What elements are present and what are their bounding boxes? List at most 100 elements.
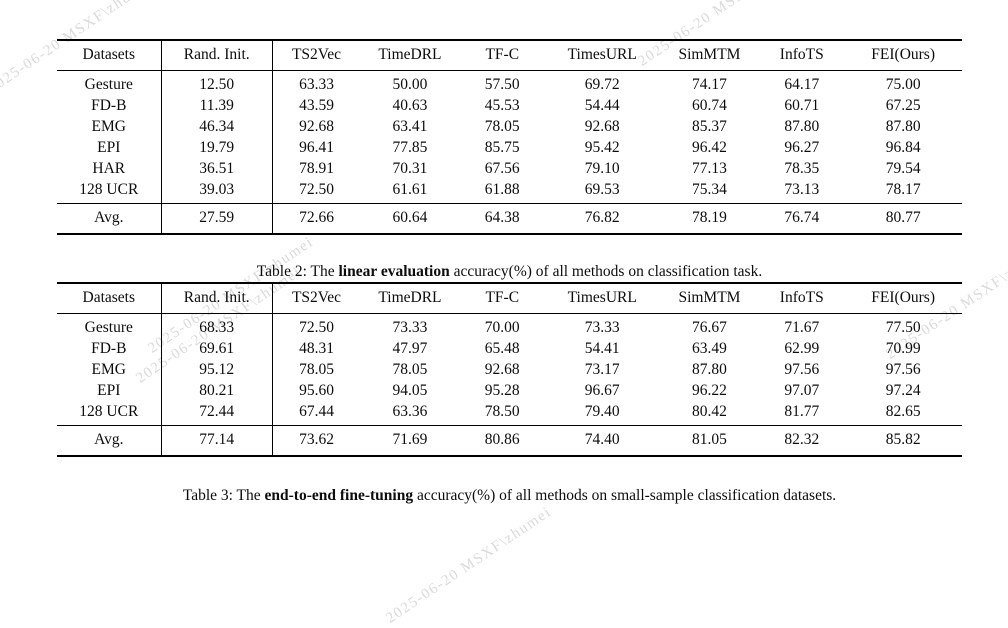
value-cell: 71.67	[784, 319, 820, 336]
caption-prefix: Table 2: The	[256, 263, 339, 280]
value-cell: 74.17	[692, 76, 727, 93]
data-row-128-ucr: 128 UCR 72.44 67.44 63.36 78.50 79.40 80.42 81.…	[57, 401, 962, 426]
value-cell: 67.44	[272, 401, 361, 426]
value-cell: 69.53	[544, 179, 660, 204]
column-header-infots: InfoTS	[759, 40, 845, 71]
value-cell: 61.88	[459, 179, 545, 204]
value-cell: 95.42	[584, 139, 620, 156]
value-cell: 54.44	[584, 97, 620, 114]
dataset-label-har: HAR	[57, 158, 162, 179]
value-cell: 11.39	[161, 95, 273, 116]
value-cell: 81.05	[692, 431, 727, 448]
value-cell: 78.35	[784, 160, 820, 177]
data-row-emg: EMG 95.12 78.05 78.05 92.68 73.17 87.80 97.56 97…	[57, 359, 962, 380]
value-cell: 80.21	[161, 380, 273, 401]
value-cell: 64.38	[484, 209, 520, 226]
caption-suffix: accuracy(%) of all methods on classifica…	[449, 263, 763, 280]
value-cell: 77.50	[885, 319, 921, 336]
value-cell: 97.56	[885, 361, 921, 378]
value-cell: 77.14	[161, 425, 273, 456]
value-cell: 61.61	[360, 179, 460, 204]
watermark-text: 2025-06-20 MSXF\zhumei	[383, 503, 555, 627]
value-cell: 63.41	[392, 118, 428, 135]
value-cell: 63.33	[299, 76, 334, 93]
data-row-epi: EPI 19.79 96.41 77.85 85.75 95.42 96.42 96.27 96…	[57, 137, 962, 158]
column-header-ts2vec: TS2Vec	[272, 283, 361, 314]
average-row: Avg. 27.59 72.66 60.64 64.38 76.82 78.19 76.74 8…	[57, 203, 962, 234]
value-cell: 78.50	[459, 401, 545, 426]
value-cell: 87.80	[692, 361, 727, 378]
value-cell: 96.41	[299, 139, 334, 156]
header-row: Datasets Rand. Init. TS2Vec TimeDRL TF-C Time…	[57, 283, 962, 314]
value-cell: 47.97	[392, 340, 428, 357]
value-cell: 40.63	[392, 97, 428, 114]
column-header-datasets: Datasets	[57, 40, 162, 71]
data-row-har: HAR 36.51 78.91 70.31 67.56 79.10 77.13 78.35 79…	[57, 158, 962, 179]
column-header-timedrl: TimeDRL	[360, 40, 460, 71]
dataset-label-epi: EPI	[57, 380, 162, 401]
value-cell: 72.66	[299, 209, 334, 226]
value-cell: 81.77	[759, 401, 845, 426]
value-cell: 95.28	[484, 382, 520, 399]
value-cell: 48.31	[299, 340, 334, 357]
value-cell: 76.82	[584, 209, 620, 226]
value-cell: 73.17	[584, 361, 620, 378]
value-cell: 97.07	[784, 382, 820, 399]
data-row-fd-b: FD-B 11.39 43.59 40.63 45.53 54.44 60.74 60.71 6…	[57, 95, 962, 116]
dataset-label-gesture: Gesture	[57, 313, 162, 338]
value-cell: 45.53	[484, 97, 520, 114]
table3-caption: Table 3: The end-to-end fine-tuning accu…	[57, 485, 962, 506]
value-cell: 60.64	[392, 209, 428, 226]
dataset-label-fd-b: FD-B	[57, 95, 162, 116]
value-cell: 70.00	[484, 319, 520, 336]
value-cell: 68.33	[161, 313, 273, 338]
value-cell: 75.34	[659, 179, 760, 204]
value-cell: 96.84	[885, 139, 921, 156]
value-cell: 94.05	[392, 382, 428, 399]
caption-prefix: Table 3: The	[182, 487, 265, 504]
value-cell: 69.61	[161, 338, 273, 359]
value-cell: 60.74	[692, 97, 727, 114]
dataset-label-avg: Avg.	[57, 203, 162, 234]
column-header-timesurl: TimesURL	[544, 40, 660, 71]
dataset-label-gesture: Gesture	[57, 70, 162, 95]
value-cell: 82.65	[844, 401, 962, 426]
value-cell: 92.68	[484, 361, 520, 378]
value-cell: 50.00	[392, 76, 428, 93]
column-header-datasets: Datasets	[57, 283, 162, 314]
value-cell: 65.48	[484, 340, 520, 357]
value-cell: 97.56	[784, 361, 820, 378]
value-cell: 76.74	[784, 209, 820, 226]
value-cell: 96.67	[584, 382, 620, 399]
value-cell: 75.00	[885, 76, 921, 93]
value-cell: 64.17	[784, 76, 820, 93]
value-cell: 87.80	[885, 118, 921, 135]
value-cell: 43.59	[299, 97, 334, 114]
column-header-timesurl: TimesURL	[544, 283, 660, 314]
average-row: Avg. 77.14 73.62 71.69 80.86 74.40 81.05 82.32 8…	[57, 425, 962, 456]
value-cell: 63.36	[360, 401, 460, 426]
value-cell: 78.91	[299, 160, 334, 177]
value-cell: 92.68	[299, 118, 334, 135]
value-cell: 82.32	[784, 431, 820, 448]
value-cell: 70.99	[885, 340, 921, 357]
column-header-simmtm: SimMTM	[659, 40, 760, 71]
value-cell: 76.67	[692, 319, 727, 336]
value-cell: 73.13	[759, 179, 845, 204]
column-header-ts2vec: TS2Vec	[272, 40, 361, 71]
value-cell: 77.13	[692, 160, 727, 177]
value-cell: 36.51	[161, 158, 273, 179]
value-cell: 27.59	[161, 203, 273, 234]
paper-content: Datasets Rand. Init. TS2Vec TimeDRL TF-C Time…	[57, 0, 962, 506]
value-cell: 12.50	[161, 70, 273, 95]
value-cell: 85.37	[692, 118, 727, 135]
fine-tuning-section: Datasets Rand. Init. TS2Vec TimeDRL TF-C Time…	[57, 282, 962, 506]
value-cell: 78.05	[392, 361, 428, 378]
caption-bold-term: end-to-end fine-tuning	[264, 487, 414, 504]
column-header-tf-c: TF-C	[459, 40, 545, 71]
value-cell: 73.62	[299, 431, 334, 448]
data-row-emg: EMG 46.34 92.68 63.41 78.05 92.68 85.37 87.80 87…	[57, 116, 962, 137]
value-cell: 96.27	[784, 139, 820, 156]
column-header-fei-ours: FEI(Ours)	[844, 283, 962, 314]
value-cell: 71.69	[392, 431, 428, 448]
